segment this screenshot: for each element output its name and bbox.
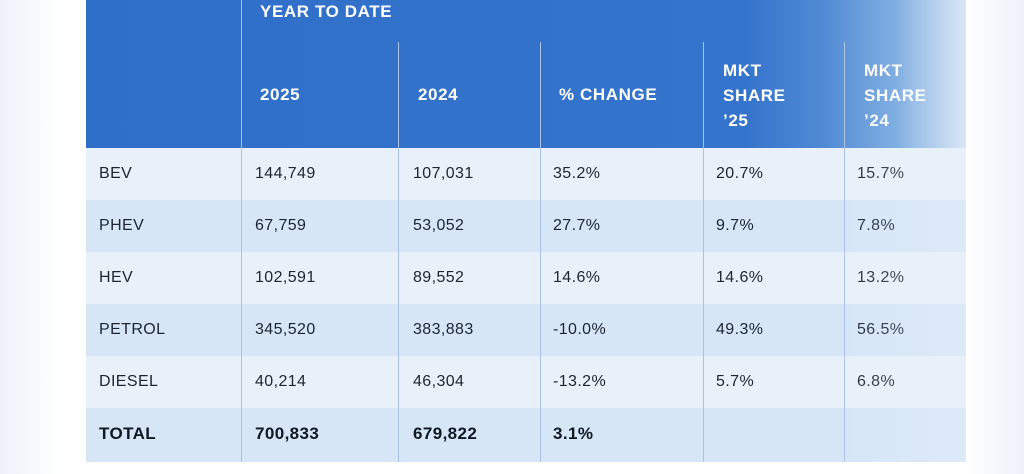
value-pct-change: 3.1% bbox=[553, 424, 594, 443]
value-2024: 107,031 bbox=[413, 165, 474, 182]
row-label: BEV bbox=[99, 165, 133, 182]
column-divider bbox=[703, 42, 704, 462]
value-pct-change: 35.2% bbox=[553, 165, 601, 182]
value-mkt-share-24: 13.2% bbox=[857, 269, 905, 286]
value-pct-change: 27.7% bbox=[553, 217, 601, 234]
table-row-bev: BEV 144,749 107,031 35.2% 20.7% 15.7% bbox=[86, 148, 966, 200]
value-2025: 67,759 bbox=[255, 217, 307, 234]
row-label: HEV bbox=[99, 269, 134, 286]
value-pct-change: 14.6% bbox=[553, 269, 601, 286]
value-pct-change: -10.0% bbox=[553, 321, 607, 338]
value-mkt-share-25: 14.6% bbox=[716, 269, 764, 286]
table-row-diesel: DIESEL 40,214 46,304 -13.2% 5.7% 6.8% bbox=[86, 356, 966, 408]
row-label: PETROL bbox=[99, 321, 166, 338]
column-divider bbox=[398, 42, 399, 462]
value-mkt-share-24: 56.5% bbox=[857, 321, 905, 338]
table-row-hev: HEV 102,591 89,552 14.6% 14.6% 13.2% bbox=[86, 252, 966, 304]
value-2025: 40,214 bbox=[255, 373, 307, 390]
value-2025: 102,591 bbox=[255, 269, 316, 286]
table-row-total: TOTAL 700,833 679,822 3.1% bbox=[86, 408, 966, 462]
column-header-mkt-share-25: MKT SHARE ’25 bbox=[723, 61, 786, 130]
table-header: YEAR TO DATE 2025 2024 % CHANGE MKT SHAR… bbox=[86, 0, 966, 148]
column-divider bbox=[844, 42, 845, 462]
value-mkt-share-24: 15.7% bbox=[857, 165, 905, 182]
row-label: PHEV bbox=[99, 217, 145, 234]
column-divider bbox=[241, 0, 242, 462]
value-mkt-share-25: 20.7% bbox=[716, 165, 764, 182]
value-2024: 383,883 bbox=[413, 321, 474, 338]
value-2024: 53,052 bbox=[413, 217, 465, 234]
group-header-year-to-date: YEAR TO DATE bbox=[260, 2, 393, 21]
value-2025: 144,749 bbox=[255, 165, 316, 182]
column-divider bbox=[540, 42, 541, 462]
table-row-petrol: PETROL 345,520 383,883 -10.0% 49.3% 56.5… bbox=[86, 304, 966, 356]
value-2024: 679,822 bbox=[413, 424, 478, 443]
value-2025: 345,520 bbox=[255, 321, 316, 338]
value-mkt-share-24: 6.8% bbox=[857, 373, 896, 390]
column-header-2025: 2025 bbox=[260, 85, 301, 104]
value-mkt-share-24: 7.8% bbox=[857, 217, 896, 234]
value-mkt-share-25: 9.7% bbox=[716, 217, 755, 234]
value-mkt-share-25: 5.7% bbox=[716, 373, 755, 390]
value-mkt-share-25: 49.3% bbox=[716, 321, 764, 338]
value-2024: 89,552 bbox=[413, 269, 465, 286]
column-header-mkt-share-24: MKT SHARE ’24 bbox=[864, 61, 927, 130]
value-2025: 700,833 bbox=[255, 424, 320, 443]
row-label: DIESEL bbox=[99, 373, 159, 390]
ytd-sales-table: YEAR TO DATE 2025 2024 % CHANGE MKT SHAR… bbox=[86, 0, 966, 462]
value-pct-change: -13.2% bbox=[553, 373, 607, 390]
column-header-pct-change: % CHANGE bbox=[559, 85, 658, 104]
column-header-2024: 2024 bbox=[418, 85, 459, 104]
table-row-phev: PHEV 67,759 53,052 27.7% 9.7% 7.8% bbox=[86, 200, 966, 252]
value-2024: 46,304 bbox=[413, 373, 465, 390]
row-label: TOTAL bbox=[99, 424, 157, 443]
